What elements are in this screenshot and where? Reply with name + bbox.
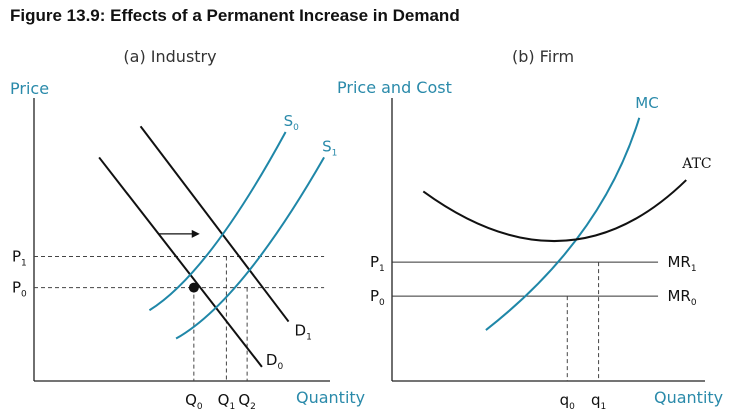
x-axis-title: Quantity bbox=[654, 388, 723, 407]
curve-D0 bbox=[98, 156, 263, 368]
shift-arrow-head bbox=[191, 229, 200, 238]
label-MR0: MR0 bbox=[667, 287, 696, 308]
panel-industry: (a) Industry Price Quantity bbox=[10, 47, 365, 407]
curve-D1 bbox=[139, 125, 290, 323]
price-label-MR1: P1 bbox=[370, 253, 385, 274]
series-label-S0: S0 bbox=[284, 112, 300, 133]
quantity-label-Q2: Q2 bbox=[238, 391, 256, 412]
series-label-D1: D1 bbox=[295, 322, 312, 343]
panel-firm: (b) Firm Price and Cost Quantity bbox=[337, 47, 723, 407]
series-label-ATC: ATC bbox=[681, 156, 711, 172]
quantity-label-q0: q0 bbox=[560, 391, 576, 412]
series-label-MC: MC bbox=[635, 94, 658, 112]
quantity-label-Q1: Q1 bbox=[218, 391, 236, 412]
curve-MC bbox=[485, 117, 641, 331]
quantity-label-q1: q1 bbox=[591, 391, 606, 412]
figure-title: Figure 13.9: Effects of a Permanent Incr… bbox=[10, 6, 460, 25]
y-axis-title: Price and Cost bbox=[337, 78, 452, 97]
y-axis-title: Price bbox=[10, 79, 49, 98]
curve-ATC bbox=[422, 179, 687, 242]
x-axis-title: Quantity bbox=[296, 388, 365, 407]
price-label-MR0: P0 bbox=[370, 287, 385, 308]
curve-S0 bbox=[148, 131, 287, 312]
panel-title: (a) Industry bbox=[123, 47, 216, 66]
price-label-P1: P1 bbox=[12, 247, 27, 268]
equilibrium-point bbox=[188, 282, 199, 293]
panel-title: (b) Firm bbox=[512, 47, 574, 66]
quantity-label-Q0: Q0 bbox=[185, 391, 203, 412]
series-label-D0: D0 bbox=[266, 351, 284, 372]
series-label-S1: S1 bbox=[322, 137, 337, 158]
price-label-P0: P0 bbox=[12, 279, 27, 300]
curve-S1 bbox=[175, 156, 325, 340]
label-MR1: MR1 bbox=[667, 253, 696, 274]
